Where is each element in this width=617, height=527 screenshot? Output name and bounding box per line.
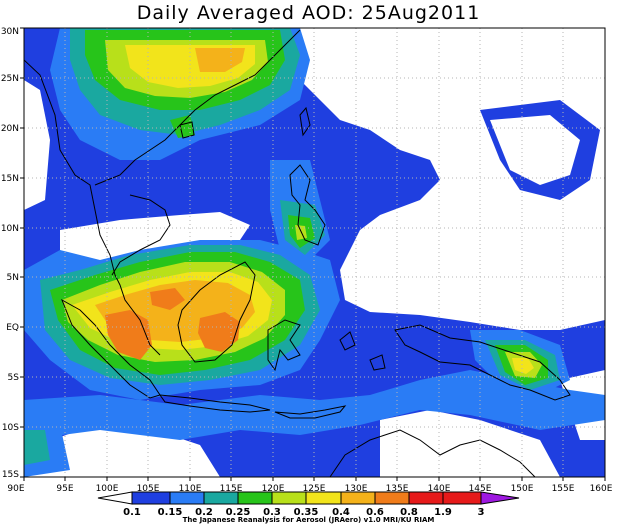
lon-tick-label: 110E [179, 484, 202, 494]
colorbar [97, 491, 520, 505]
colorbar-label: 0.8 [400, 507, 418, 518]
map-title: Daily Averaged AOD: 25Aug2011 [136, 2, 481, 24]
colorbar-swatch [131, 491, 171, 505]
latitude-labels: 30N 25N 20N 15N 10N 5N EQ 5S 10S 15S [1, 27, 19, 480]
lat-tick-label: 5S [8, 373, 20, 383]
aod-field [24, 28, 605, 477]
lon-tick-label: 125E [303, 484, 326, 494]
lon-tick-label: 95E [56, 484, 73, 494]
colorbar-label: 1.9 [434, 507, 452, 518]
colorbar-label: 0.25 [226, 507, 251, 518]
colorbar-label: 0.6 [366, 507, 384, 518]
lat-tick-label: 15N [1, 174, 19, 184]
colorbar-swatch [408, 491, 444, 505]
colorbar-high-arrow [480, 491, 520, 505]
colorbar-swatch [203, 491, 239, 505]
lon-tick-label: 115E [220, 484, 243, 494]
lat-tick-label: EQ [6, 323, 19, 333]
lon-tick-label: 120E [262, 484, 285, 494]
tick-marks [20, 27, 606, 481]
colorbar-labels: 0.1 0.15 0.2 0.25 0.3 0.35 0.4 0.6 0.8 1… [123, 507, 484, 518]
credit-line: The Japanese Reanalysis for Aerosol (JRA… [182, 516, 435, 524]
colorbar-swatch [374, 491, 410, 505]
colorbar-swatch [271, 491, 307, 505]
low-aod-region-pacific [300, 28, 605, 330]
colorbar-label: 0.4 [332, 507, 350, 518]
lon-tick-label: 155E [552, 484, 575, 494]
low-aod-region-south-china-sea [60, 212, 250, 265]
lon-tick-label: 90E [7, 484, 24, 494]
lon-tick-label: 105E [137, 484, 160, 494]
colorbar-label: 0.1 [123, 507, 141, 518]
low-aod-region-bay-of-bengal [24, 80, 50, 210]
lat-tick-label: 10S [2, 423, 19, 433]
lon-tick-label: 150E [511, 484, 534, 494]
colorbar-swatch [237, 491, 273, 505]
lat-tick-label: 30N [1, 27, 19, 37]
lon-tick-label: 130E [345, 484, 368, 494]
colorbar-label: 0.3 [263, 507, 281, 518]
graticule [24, 28, 605, 477]
colorbar-label: 0.35 [294, 507, 319, 518]
lat-tick-label: 15S [2, 470, 19, 480]
lat-tick-label: 5N [7, 273, 19, 283]
colorbar-swatch [169, 491, 205, 505]
colorbar-swatch [442, 491, 482, 505]
longitude-labels: 90E 95E 100E 105E 110E 115E 120E 125E 13… [7, 484, 612, 494]
lon-tick-label: 160E [590, 484, 613, 494]
lat-tick-label: 10N [1, 224, 19, 234]
lon-tick-label: 100E [96, 484, 119, 494]
colorbar-swatch [340, 491, 376, 505]
lat-tick-label: 20N [1, 124, 19, 134]
lon-tick-label: 140E [428, 484, 451, 494]
lon-tick-label: 145E [469, 484, 492, 494]
colorbar-swatch [305, 491, 342, 505]
lon-tick-label: 135E [386, 484, 409, 494]
colorbar-label: 3 [478, 507, 485, 518]
lat-tick-label: 25N [1, 74, 19, 84]
colorbar-label: 0.15 [158, 507, 183, 518]
colorbar-label: 0.2 [195, 507, 213, 518]
